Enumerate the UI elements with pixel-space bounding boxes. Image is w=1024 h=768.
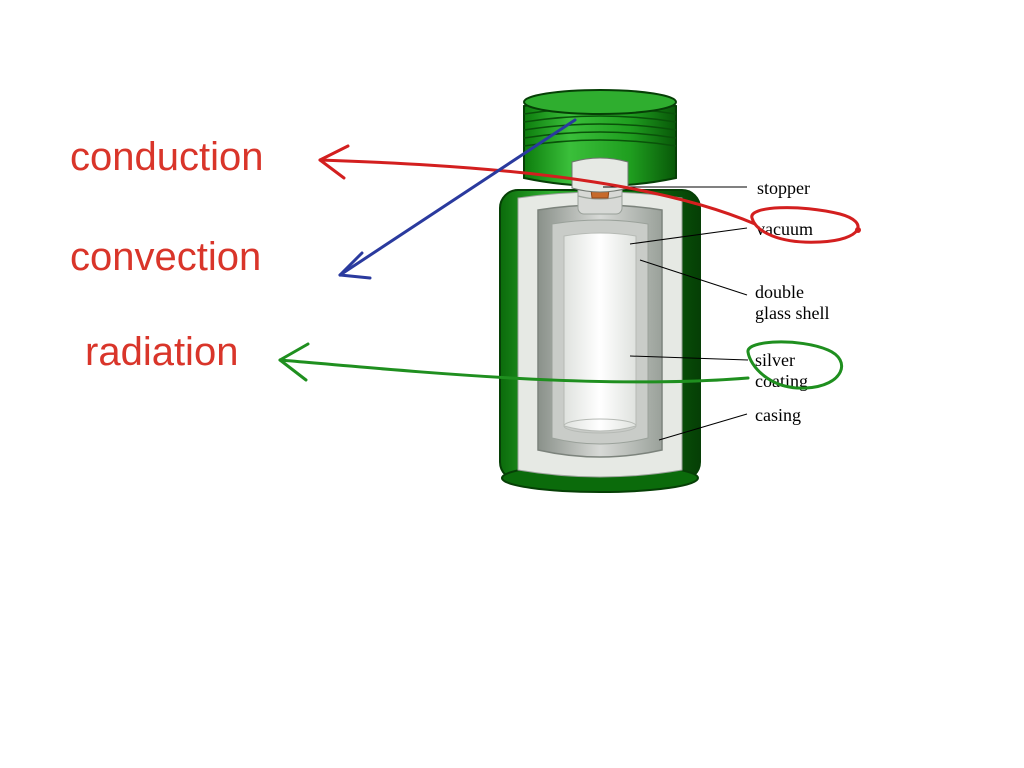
annotation-arrow-radiation-head [280, 344, 308, 380]
annotation-arrow-conduction-head [320, 146, 348, 178]
label-stopper: stopper [757, 178, 810, 199]
annotation-red-dot [855, 227, 861, 233]
label-vacuum: vacuum [756, 219, 813, 240]
label-casing: casing [755, 405, 801, 426]
label-conduction: conduction [70, 135, 263, 180]
label-radiation: radiation [85, 330, 238, 375]
label-silver-coating: silver coating [755, 350, 808, 391]
cap [524, 90, 676, 192]
label-convection: convection [70, 235, 261, 280]
flask-diagram [460, 80, 740, 500]
label-double-shell: double glass shell [755, 282, 830, 323]
diagram-canvas: conduction convection radiation stopper … [0, 0, 1024, 768]
annotation-arrow-convection-head [340, 253, 370, 278]
inner-bottle [564, 233, 636, 431]
